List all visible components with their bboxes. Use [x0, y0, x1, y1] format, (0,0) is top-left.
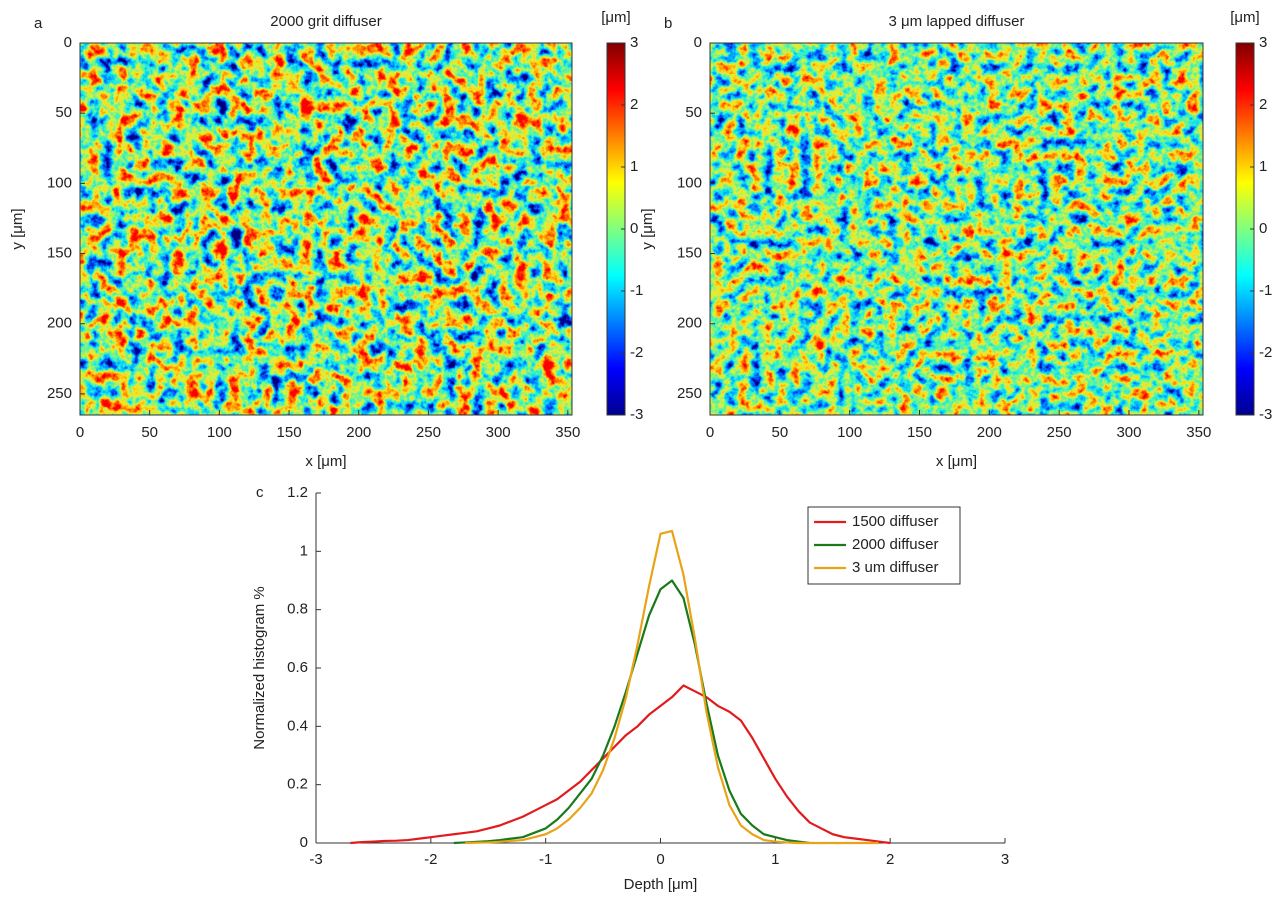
legend-label: 1500 diffuser: [852, 513, 938, 530]
x-tick-label: -2: [424, 851, 437, 868]
x-tick-label: 200: [977, 424, 1002, 441]
x-tick-label: 2: [886, 851, 894, 868]
colorbar-label: [μm]: [601, 9, 630, 26]
x-tick-label: 250: [416, 424, 441, 441]
x-tick-label: 3: [1001, 851, 1009, 868]
series-line: [465, 529, 879, 845]
x-tick-label: 250: [1047, 424, 1072, 441]
y-tick-label: 100: [677, 174, 702, 191]
x-tick-label: 350: [1186, 424, 1211, 441]
panel-label: b: [664, 15, 672, 32]
chart-title: 2000 grit diffuser: [270, 13, 381, 30]
colorbar-tick-label: -2: [1259, 344, 1272, 361]
x-tick-label: 300: [1116, 424, 1141, 441]
x-tick-label: 350: [555, 424, 580, 441]
y-tick-label: 250: [677, 385, 702, 402]
y-tick-label: 0: [64, 34, 72, 51]
legend-label: 3 um diffuser: [852, 559, 938, 576]
panel-label: a: [34, 15, 43, 32]
y-tick-label: 0: [694, 34, 702, 51]
x-tick-label: 0: [656, 851, 664, 868]
x-axis-label: Depth [μm]: [624, 876, 698, 893]
y-tick-label: 100: [47, 174, 72, 191]
colorbar-tick-label: 2: [630, 96, 638, 113]
y-tick-label: 0.4: [287, 717, 308, 734]
panel-label: c: [256, 484, 264, 501]
y-axis-label: y [μm]: [9, 208, 26, 249]
x-tick-label: 150: [277, 424, 302, 441]
y-tick-label: 50: [685, 104, 702, 121]
x-tick-label: 50: [141, 424, 158, 441]
x-tick-label: 300: [486, 424, 511, 441]
x-tick-label: 0: [706, 424, 714, 441]
x-tick-label: 50: [771, 424, 788, 441]
x-tick-label: 150: [907, 424, 932, 441]
colorbar-tick-label: -1: [1259, 282, 1272, 299]
y-tick-label: 0.8: [287, 601, 308, 618]
y-tick-label: 0.2: [287, 776, 308, 793]
y-tick-label: 0.6: [287, 659, 308, 676]
surface-map: [710, 43, 1203, 415]
surface-map: [80, 43, 572, 415]
x-tick-label: -3: [309, 851, 322, 868]
y-tick-label: 200: [47, 315, 72, 332]
colorbar-tick-label: 3: [1259, 34, 1267, 51]
y-tick-label: 200: [677, 315, 702, 332]
colorbar-label: [μm]: [1230, 9, 1259, 26]
y-tick-label: 50: [55, 104, 72, 121]
colorbar-tick-label: -3: [1259, 406, 1272, 423]
y-tick-label: 1.2: [287, 484, 308, 501]
colorbar-tick-label: 3: [630, 34, 638, 51]
chart-title: 3 μm lapped diffuser: [889, 13, 1025, 30]
y-tick-label: 0: [300, 834, 308, 851]
colorbar-tick-label: -1: [630, 282, 643, 299]
x-tick-label: 100: [837, 424, 862, 441]
series-line: [350, 684, 891, 845]
colorbar-tick-label: -2: [630, 344, 643, 361]
x-tick-label: -1: [539, 851, 552, 868]
x-axis-label: x [μm]: [936, 453, 977, 470]
colorbar-tick-label: 2: [1259, 96, 1267, 113]
x-tick-label: 1: [771, 851, 779, 868]
y-tick-label: 150: [47, 245, 72, 262]
colorbar-tick-label: 1: [630, 158, 638, 175]
y-tick-label: 150: [677, 245, 702, 262]
colorbar-tick-label: 0: [630, 220, 638, 237]
colorbar-tick-label: 1: [1259, 158, 1267, 175]
x-tick-label: 0: [76, 424, 84, 441]
legend-label: 2000 diffuser: [852, 536, 938, 553]
y-axis-label: Normalized histogram %: [251, 586, 268, 749]
y-axis-label: y [μm]: [639, 208, 656, 249]
axes-frame: [709, 42, 1204, 416]
y-tick-label: 250: [47, 385, 72, 402]
series-line: [453, 579, 810, 845]
x-tick-label: 200: [346, 424, 371, 441]
colorbar-tick-label: -3: [630, 406, 643, 423]
x-tick-label: 100: [207, 424, 232, 441]
axes-frame: [79, 42, 573, 416]
y-tick-label: 1: [300, 542, 308, 559]
x-axis-label: x [μm]: [305, 453, 346, 470]
colorbar-tick-label: 0: [1259, 220, 1267, 237]
